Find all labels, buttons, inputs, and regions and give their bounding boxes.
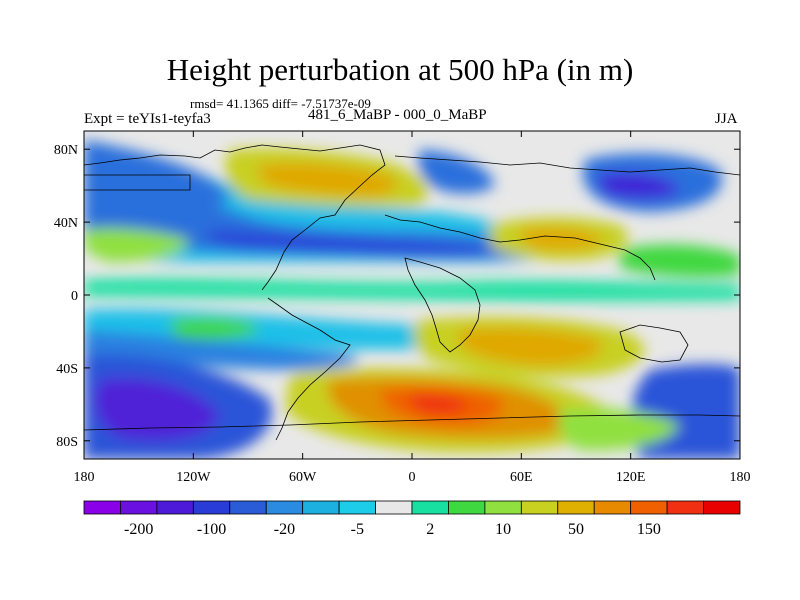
landmass-outline (267, 297, 351, 441)
continent-outlines (84, 144, 740, 441)
colorbar-swatch (520, 500, 559, 515)
colorbar-swatch (265, 500, 304, 515)
colorbar-swatch (229, 500, 267, 515)
colorbar-label: 2 (426, 521, 434, 538)
colorbar-swatch (703, 500, 741, 515)
x-tick-label: 120E (616, 470, 646, 485)
landmass-outline (84, 174, 191, 191)
colorbar-swatch (666, 500, 704, 515)
stats-label: rmsd= 41.1365 diff= -7.51737e-09 (190, 96, 371, 111)
colorbar-swatch (448, 500, 486, 515)
colorbar-label: -5 (351, 521, 364, 538)
landmass-outline (84, 414, 740, 431)
contour-band (84, 140, 230, 212)
experiment-label: Expt = teYIs1-teyfa3 (84, 111, 211, 127)
field-layer (84, 131, 740, 459)
landmass-outline (404, 257, 481, 353)
contour-band (257, 163, 398, 197)
x-tick-label: 0 (409, 470, 416, 485)
contour-band (558, 408, 680, 451)
colorbar-label: -200 (124, 521, 153, 538)
contour-band (95, 378, 220, 441)
season-label: JJA (715, 111, 738, 127)
colorbar-swatch (120, 500, 158, 515)
contour-band (170, 317, 260, 340)
contour-band (631, 364, 740, 459)
period-label: 481_6_MaBP - 000_0_MaBP (308, 107, 487, 123)
colorbar-label: 10 (495, 521, 511, 538)
contour-band (84, 228, 190, 262)
colorbar-swatch (557, 500, 595, 515)
colorbar-label: 150 (637, 521, 661, 538)
contour-band (418, 150, 495, 194)
colorbar: -200 -100 -20 -5 2 10 50 150 (83, 500, 741, 538)
y-tick-label: 80S (56, 435, 78, 450)
landmass-outline (84, 144, 386, 291)
x-tick-label: 180 (730, 470, 751, 485)
x-tick-label: 120W (176, 470, 211, 485)
colorbar-swatch (192, 500, 231, 515)
x-tick-label: 180 (74, 470, 95, 485)
contour-band (620, 244, 740, 278)
landmass-outline (384, 214, 656, 281)
colorbar-swatch (302, 500, 340, 515)
colorbar-swatch (411, 500, 449, 515)
contour-band (519, 227, 605, 250)
colorbar-swatch (375, 500, 413, 515)
contour-band (409, 394, 470, 414)
contour-band (84, 278, 740, 301)
colorbar-swatch (338, 500, 376, 515)
colorbar-swatch (156, 500, 194, 515)
colorbar-label: -20 (274, 521, 295, 538)
landmass-outline (394, 155, 740, 176)
colorbar-swatch (83, 500, 121, 515)
contour-band (460, 327, 602, 366)
y-tick-label: 40S (56, 362, 78, 377)
colorbar-swatch (630, 500, 668, 515)
colorbar-label: -100 (197, 521, 226, 538)
x-tick-label: 60W (289, 470, 317, 485)
y-tick-label: 40N (54, 216, 78, 231)
contour-band (207, 230, 487, 257)
x-tick-label: 60E (510, 470, 533, 485)
landmass-outline (619, 324, 689, 363)
colorbar-swatch (593, 500, 632, 515)
contour-band (598, 173, 680, 199)
y-tick-label: 0 (71, 289, 78, 304)
colorbar-label: 50 (568, 521, 584, 538)
y-tick-label: 80N (54, 143, 78, 158)
colorbar-swatch (484, 500, 522, 515)
plot-title: Height perturbation at 500 hPa (in m) (166, 52, 634, 87)
axis-ticks: 80N 40N 0 40S 80S 180 120W 60W 0 60E 120E 180 (54, 131, 751, 485)
